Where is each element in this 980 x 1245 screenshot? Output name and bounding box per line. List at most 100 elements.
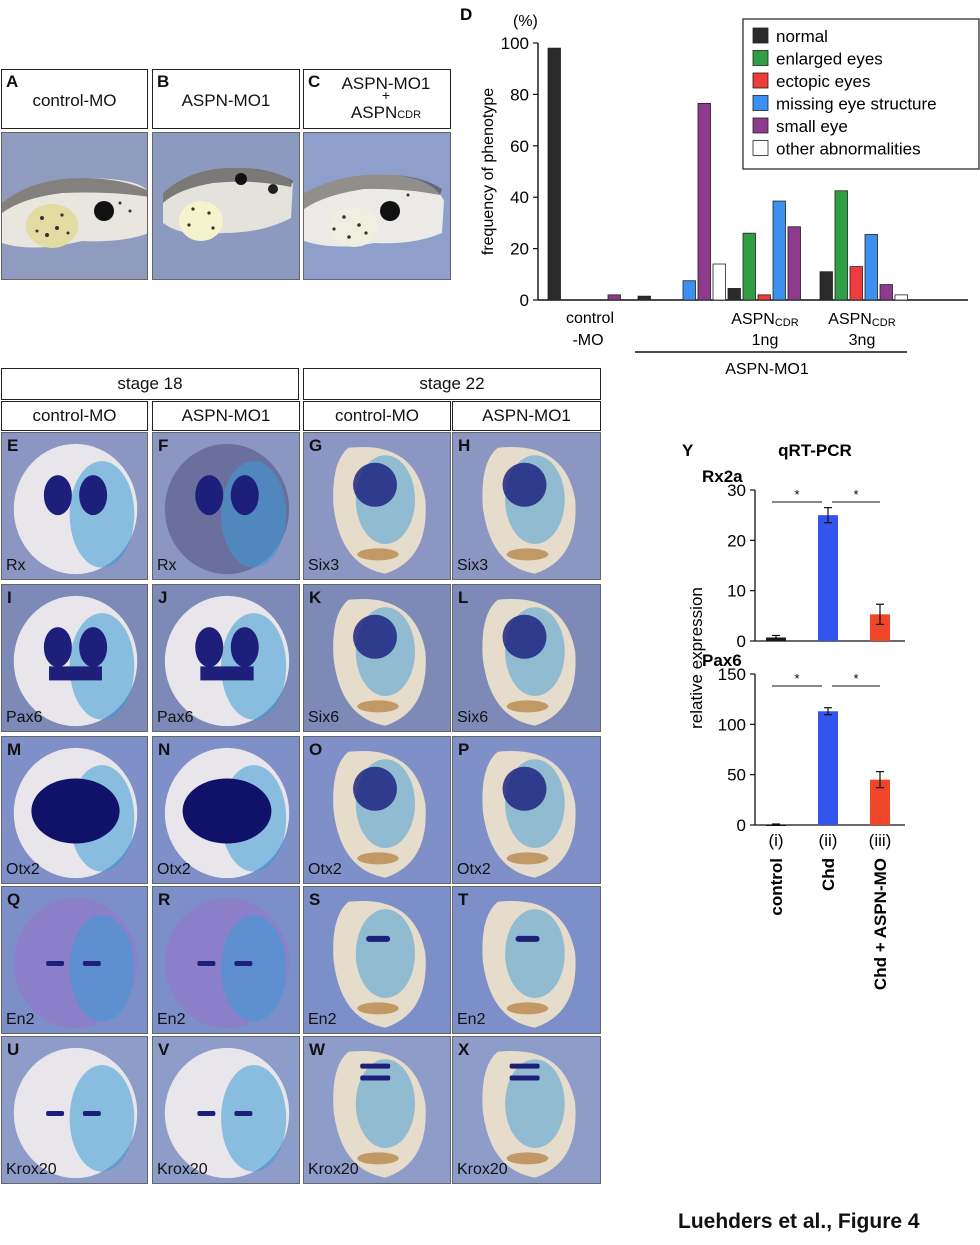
panel-b-letter: B	[157, 72, 170, 91]
panel-c-label-plus: +	[381, 87, 391, 103]
chart-d-group-label-main: ASPN	[731, 311, 775, 328]
panel-c-letter: C	[308, 72, 321, 91]
embryo-tile-s: S En2	[303, 886, 451, 1034]
panel-c-label-line1: ASPN-MO1	[341, 74, 431, 93]
panel-b-label: ASPN-MO1	[181, 91, 271, 110]
chart-y-bar	[818, 515, 838, 641]
embryo-tile-p: P Otx2	[452, 736, 601, 884]
chart-y-tick-label: 20	[727, 531, 746, 550]
chart-y-category-label: Chd + ASPN-MO	[871, 858, 890, 990]
chart-y-tick-label: 0	[737, 632, 746, 651]
column-header-1: control-MO	[1, 401, 148, 431]
tile-gene-label: Pax6	[6, 709, 43, 726]
chart-d-bar	[819, 271, 833, 301]
chart-d-bar	[712, 263, 726, 301]
tile-gene-label: Six6	[308, 709, 340, 726]
tile-letter: W	[309, 1040, 326, 1059]
embryo-tile-h: H Six3	[452, 432, 601, 580]
panel-c-label-line3: ASPNCDR	[304, 103, 450, 123]
embryo-tile-t: T En2	[452, 886, 601, 1034]
chart-d-bar	[742, 232, 756, 301]
chart-y-significance-star: *	[794, 487, 799, 502]
chart-d-bar	[849, 266, 863, 301]
tile-letter: Q	[7, 890, 21, 909]
tile-gene-label: Rx	[6, 557, 26, 574]
embryo-tile-l: L Six6	[452, 584, 601, 732]
chart-y-tick-label: 10	[727, 582, 746, 601]
chart-y-category-label: control	[767, 858, 786, 916]
chart-d-bar	[787, 226, 801, 301]
chart-d-bar	[864, 234, 878, 301]
figure-caption: Luehders et al., Figure 4	[678, 1210, 920, 1233]
tile-letter: M	[7, 740, 22, 759]
panel-c-label-sub: CDR	[397, 109, 422, 121]
tile-gene-label: Six3	[457, 557, 489, 574]
chart-d-y-tick-label: 60	[510, 137, 529, 156]
chart-d-bar	[894, 294, 908, 301]
tile-letter: V	[158, 1040, 170, 1059]
tile-gene-label: Krox20	[157, 1161, 208, 1178]
tile-letter: X	[458, 1040, 470, 1059]
chart-y-significance-star: *	[853, 671, 858, 686]
tile-letter: P	[458, 740, 470, 759]
tile-letter: N	[158, 740, 171, 759]
embryo-tile-i: I Pax6	[1, 584, 148, 732]
tile-gene-label: Otx2	[457, 861, 491, 878]
chart-d-y-tick-label: 0	[520, 291, 529, 310]
chart-d-bar	[772, 200, 786, 301]
chart-y-tick-label: 0	[737, 816, 746, 835]
chart-d-bar	[757, 294, 771, 301]
embryo-tile-x: X Krox20	[452, 1036, 601, 1184]
chart-y-panel-letter: Y	[682, 441, 694, 460]
tile-gene-label: Krox20	[308, 1161, 359, 1178]
chart-y-axis-label: relative expression	[687, 587, 706, 729]
chart-y-tick-label: 30	[727, 481, 746, 500]
chart-d-group-label: control	[566, 310, 614, 327]
tile-letter: I	[7, 588, 12, 607]
chart-y-subplot-title: Rx2a	[702, 467, 743, 486]
chart-d-bar	[682, 280, 696, 301]
tile-gene-label: En2	[308, 1011, 337, 1028]
embryo-tile-f: F Rx	[152, 432, 300, 580]
embryo-tile-n: N Otx2	[152, 736, 300, 884]
tile-letter: U	[7, 1040, 20, 1059]
tile-letter: L	[458, 588, 469, 607]
chart-d-group-label-main: ASPN	[828, 311, 872, 328]
chart-d-bracket-label: ASPN-MO1	[725, 361, 809, 378]
chart-d-legend-label: enlarged eyes	[776, 50, 883, 69]
tadpole-photo-aspn-mo1	[152, 132, 300, 280]
tile-gene-label: Otx2	[308, 861, 342, 878]
chart-d-legend-label: ectopic eyes	[776, 72, 871, 91]
embryo-tile-g: G Six3	[303, 432, 451, 580]
tile-letter: H	[458, 436, 471, 455]
chart-d-group-dose: 1ng	[752, 332, 779, 349]
chart-d-group-label: ASPNCDR	[828, 311, 895, 329]
chart-y-bar	[870, 779, 890, 825]
chart-d-y-tick-label: 20	[510, 240, 529, 259]
chart-y-subplot-title: Pax6	[702, 651, 742, 670]
chart-d-legend-swatch	[752, 140, 769, 156]
tile-letter: S	[309, 890, 321, 909]
tile-gene-label: Krox20	[6, 1161, 57, 1178]
panel-a-label: control-MO	[32, 91, 117, 110]
chart-y-bar	[870, 614, 890, 641]
column-header-4: ASPN-MO1	[452, 401, 601, 431]
chart-d-unit: (%)	[513, 13, 538, 30]
chart-d-group-label-sub: CDR	[775, 317, 799, 329]
embryo-tile-v: V Krox20	[152, 1036, 300, 1184]
chart-y-significance-star: *	[853, 487, 858, 502]
chart-d-y-tick-label: 100	[501, 34, 529, 53]
stage-header-18: stage 18	[1, 368, 299, 400]
stage-header-22: stage 22	[303, 368, 601, 400]
tile-letter: F	[158, 436, 169, 455]
chart-d-group-label-sub: CDR	[872, 317, 896, 329]
chart-y-category-roman: (iii)	[869, 831, 892, 850]
column-header-2: ASPN-MO1	[152, 401, 300, 431]
chart-y-significance-star: *	[794, 671, 799, 686]
chart-y-bar	[818, 711, 838, 825]
tile-gene-label: Otx2	[6, 861, 40, 878]
embryo-tile-j: J Pax6	[152, 584, 300, 732]
panel-a-letter: A	[6, 72, 19, 91]
chart-d-legend-box	[742, 18, 980, 170]
